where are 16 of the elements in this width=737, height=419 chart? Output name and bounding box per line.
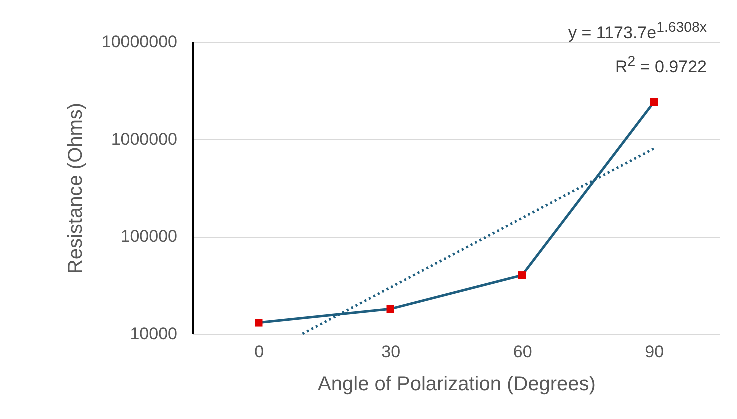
point [650,98,658,106]
y-tick-label: 10000000 [102,32,178,52]
x-axis-title: Angle of Polarization (Degrees) [318,374,596,396]
point [255,319,263,327]
point [386,305,394,314]
y-axis-title: Resistance (Ohms) [64,102,87,274]
x-tick-label: 60 [513,342,532,362]
point [518,272,526,280]
y-tick-label: 100000 [120,227,178,246]
y-tick-label: 1000000 [111,130,178,149]
x-tick-label: 30 [382,342,401,362]
annotation: y = 1173.7e$^{1.6308x}$ [568,19,707,45]
annotation: R$^{2}$ = 0.9722 [614,52,707,78]
x-tick-label: 90 [645,342,664,362]
x-tick-label: 0 [254,342,264,362]
y-tick-label: 10000 [130,324,178,344]
